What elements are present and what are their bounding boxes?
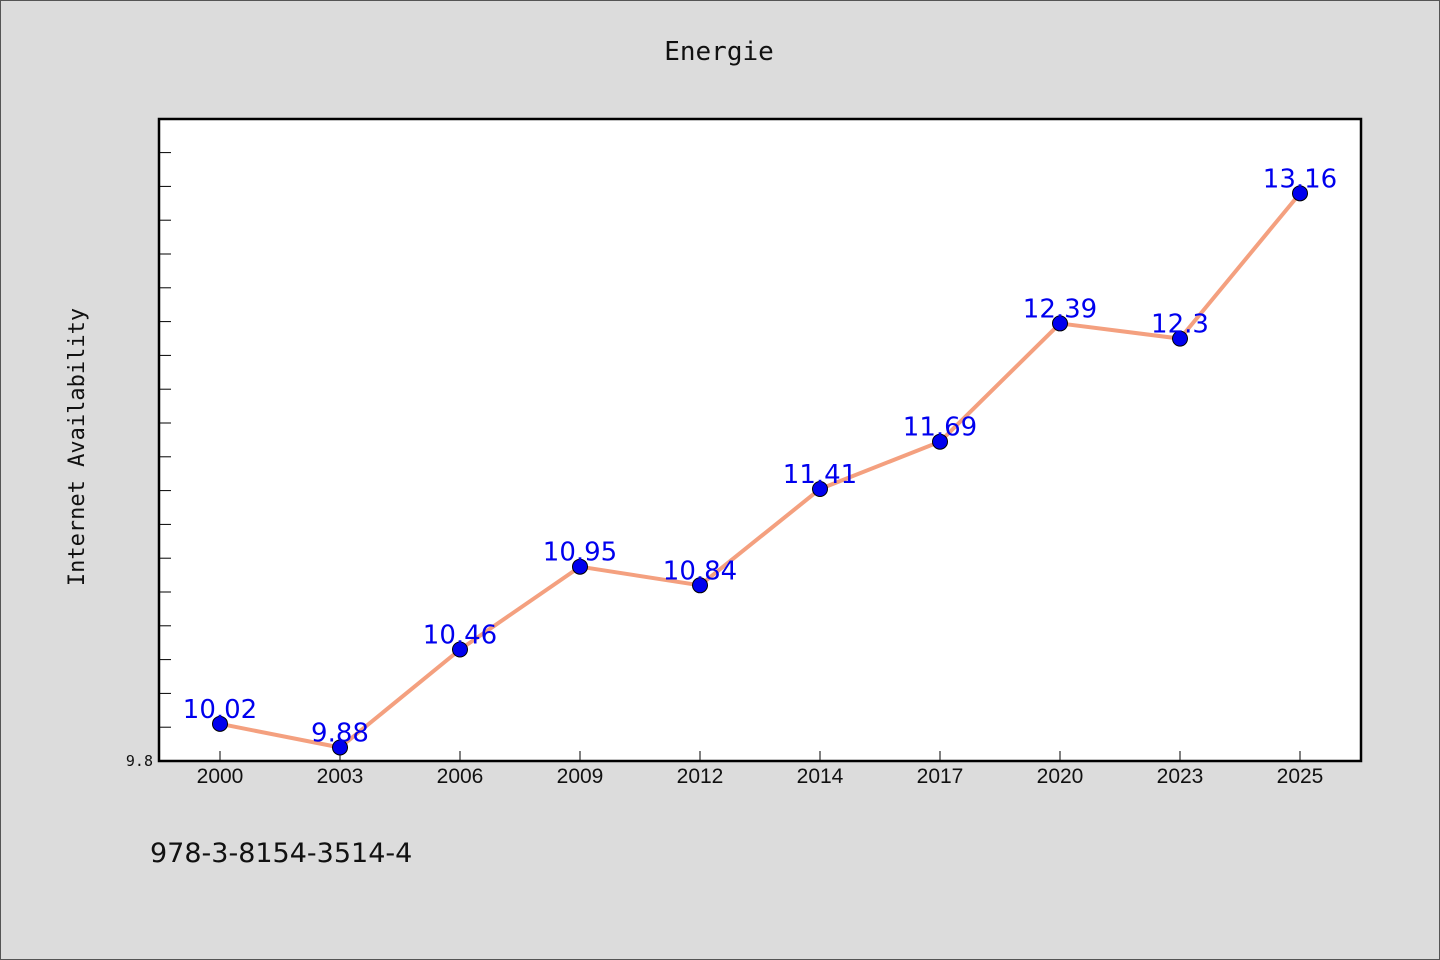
data-label: 9.88 [311,718,369,748]
isbn-caption: 978-3-8154-3514-4 [150,838,412,869]
data-point [332,739,348,756]
data-label: 10.84 [663,556,737,586]
data-label: 13.16 [1263,164,1337,194]
x-tick-label: 2006 [437,765,484,788]
x-tick-label: 2000 [197,765,244,788]
data-point [452,641,468,658]
y-axis-ticks [159,152,171,762]
x-tick-label: 2023 [1157,765,1204,788]
plot-area [157,117,1363,763]
y-axis-label: Internet Availability [65,308,90,586]
series-line [219,192,1302,750]
data-point [932,433,948,450]
x-tick-label: 2017 [917,765,964,788]
data-label: 10.02 [183,695,257,725]
data-point [1052,315,1068,332]
data-point [812,480,828,497]
data-label: 11.69 [903,413,977,443]
data-point [212,715,228,732]
chart-title: Energie [664,37,774,67]
x-tick-label: 2009 [557,765,604,788]
y-tick-label: 9.8 [126,752,153,770]
data-label: 12.3 [1151,310,1209,340]
data-point [1292,185,1308,202]
x-axis-ticks [219,751,1301,761]
data-label: 10.95 [543,538,617,568]
data-point [692,577,708,594]
data-labels: 10.02 9.88 10.46 10.95 10.84 11.41 11.69 12.39 1… [183,164,1337,748]
x-tick-label: 2025 [1277,765,1324,788]
x-tick-label: 2014 [797,765,844,788]
series-markers [212,185,1308,756]
x-tick-label: 2020 [1037,765,1084,788]
x-tick-label: 2003 [317,765,364,788]
x-tick-label: 2012 [677,765,724,788]
data-point [1172,330,1188,347]
data-point [572,558,588,575]
data-label: 12.39 [1023,294,1097,324]
data-label: 10.46 [423,620,497,650]
data-label: 11.41 [783,460,857,490]
series-revenue: 10.02 9.88 10.46 10.95 10.84 11.41 11.69 12.39 1… [183,164,1337,756]
x-axis-tick-labels: 2000 2003 2006 2009 2012 2014 2017 2020 2023 2025 [197,765,1324,788]
